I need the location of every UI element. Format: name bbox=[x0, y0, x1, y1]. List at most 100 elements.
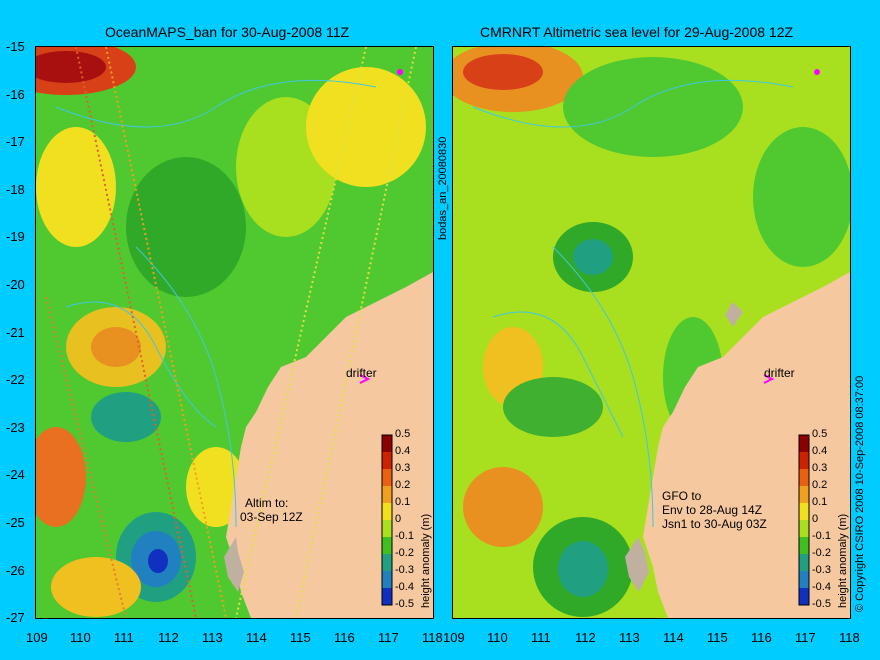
right-cb-tick: -0.2 bbox=[812, 547, 831, 559]
right-blob bbox=[558, 541, 608, 597]
left-blob bbox=[36, 427, 86, 527]
right-contour bbox=[472, 79, 794, 128]
lon-tick: 117 bbox=[795, 630, 816, 645]
chevron-right-icon bbox=[359, 374, 371, 384]
lat-tick: -20 bbox=[6, 277, 25, 292]
colorbar-segment bbox=[799, 537, 809, 554]
left-cb-tick: 0.1 bbox=[395, 496, 411, 508]
left-contour bbox=[65, 301, 217, 428]
lon-tick: 114 bbox=[663, 630, 684, 645]
right-shelf bbox=[725, 302, 743, 327]
drifter-point bbox=[814, 69, 820, 75]
left-cb-tick: 0.5 bbox=[395, 428, 411, 440]
left-map-canvas bbox=[36, 47, 433, 618]
left-blob bbox=[91, 327, 141, 367]
copyright-label: © Copyright CSIRO 2008 10-Sep-2008 08:37… bbox=[854, 375, 866, 612]
left-blob bbox=[36, 127, 116, 247]
lon-tick: 118 bbox=[839, 630, 860, 645]
right-cb-tick: 0.3 bbox=[812, 462, 828, 474]
lon-tick: 109 bbox=[443, 630, 465, 645]
right-cb-tick: -0.4 bbox=[812, 581, 831, 593]
left-blob bbox=[148, 549, 168, 573]
left-cb-tick: -0.1 bbox=[395, 530, 414, 542]
colorbar-segment bbox=[382, 452, 392, 469]
lat-tick: -17 bbox=[6, 134, 25, 149]
left-cb-tick: -0.2 bbox=[395, 547, 414, 559]
lon-tick: 115 bbox=[290, 630, 311, 645]
colorbar-frame bbox=[798, 434, 810, 606]
drifter-point bbox=[397, 69, 403, 75]
left-shelf bbox=[224, 537, 244, 592]
colorbar-segment bbox=[799, 554, 809, 571]
left-cb-tick: 0.2 bbox=[395, 479, 411, 491]
left-cb-tick: -0.3 bbox=[395, 564, 414, 576]
lat-tick: -27 bbox=[6, 610, 25, 625]
lon-tick: 111 bbox=[531, 630, 551, 645]
colorbar-segment bbox=[382, 554, 392, 571]
left-cb-tick: 0.3 bbox=[395, 462, 411, 474]
right-cb-tick: 0.1 bbox=[812, 496, 828, 508]
right-blob bbox=[463, 467, 543, 547]
lon-tick: 118 bbox=[422, 630, 443, 645]
right-cb-tick: 0.4 bbox=[812, 445, 828, 457]
right-env-line: Env to 28-Aug 14Z bbox=[662, 503, 763, 517]
lon-tick: 115 bbox=[707, 630, 728, 645]
lat-tick: -18 bbox=[6, 182, 25, 197]
lon-tick: 112 bbox=[158, 630, 179, 645]
colorbar-segment bbox=[799, 452, 809, 469]
left-contour bbox=[135, 246, 237, 528]
right-colorbar bbox=[798, 434, 810, 606]
left-cb-tick: -0.4 bbox=[395, 581, 414, 593]
right-blob bbox=[563, 57, 743, 157]
lat-tick: -23 bbox=[6, 420, 25, 435]
lon-tick: 109 bbox=[26, 630, 48, 645]
left-colorbar-label: height anomaly (m) bbox=[420, 513, 432, 608]
left-cb-tick: 0.4 bbox=[395, 445, 411, 457]
colorbar-segment bbox=[382, 503, 392, 520]
lon-tick: 114 bbox=[246, 630, 267, 645]
left-track bbox=[295, 47, 417, 618]
colorbar-segment bbox=[382, 588, 392, 605]
lon-tick: 110 bbox=[487, 630, 508, 645]
right-map-canvas bbox=[453, 47, 850, 618]
left-blob bbox=[306, 67, 426, 187]
right-land bbox=[643, 272, 850, 618]
lat-tick: -19 bbox=[6, 229, 25, 244]
lon-tick: 113 bbox=[619, 630, 640, 645]
left-altim-label: Altim to: bbox=[245, 496, 289, 510]
colorbar-frame bbox=[381, 434, 393, 606]
colorbar-segment bbox=[382, 537, 392, 554]
colorbar-segment bbox=[382, 435, 392, 452]
colorbar-segment bbox=[382, 486, 392, 503]
left-blob bbox=[126, 157, 246, 297]
left-cb-tick: 0 bbox=[395, 513, 402, 525]
lon-tick: 112 bbox=[575, 630, 596, 645]
colorbar-segment bbox=[799, 435, 809, 452]
lon-tick: 116 bbox=[751, 630, 772, 645]
left-land bbox=[226, 272, 433, 618]
right-gfo-line: GFO to bbox=[662, 489, 702, 503]
left-track bbox=[105, 47, 227, 618]
right-contour bbox=[552, 246, 654, 528]
colorbar-segment bbox=[799, 503, 809, 520]
left-blob bbox=[51, 557, 141, 617]
right-cb-tick: -0.3 bbox=[812, 564, 831, 576]
lat-tick: -25 bbox=[6, 515, 25, 530]
right-contour bbox=[492, 311, 624, 438]
lon-tick: 116 bbox=[334, 630, 355, 645]
left-map bbox=[36, 47, 433, 618]
left-colorbar bbox=[381, 434, 393, 606]
right-drifter-label: drifter bbox=[764, 366, 795, 380]
right-cb-tick: -0.5 bbox=[812, 598, 831, 610]
right-jsn-line: Jsn1 to 30-Aug 03Z bbox=[662, 517, 767, 531]
left-side-label: bodas_an_20080830 bbox=[437, 136, 449, 240]
right-cb-tick: 0.2 bbox=[812, 479, 828, 491]
left-contour bbox=[55, 79, 377, 128]
left-blob bbox=[36, 51, 106, 83]
lat-tick: -21 bbox=[6, 325, 25, 340]
right-blob bbox=[573, 239, 613, 275]
lon-tick: 111 bbox=[114, 630, 134, 645]
colorbar-segment bbox=[382, 571, 392, 588]
right-cb-tick: 0 bbox=[812, 513, 819, 525]
colorbar-segment bbox=[799, 520, 809, 537]
